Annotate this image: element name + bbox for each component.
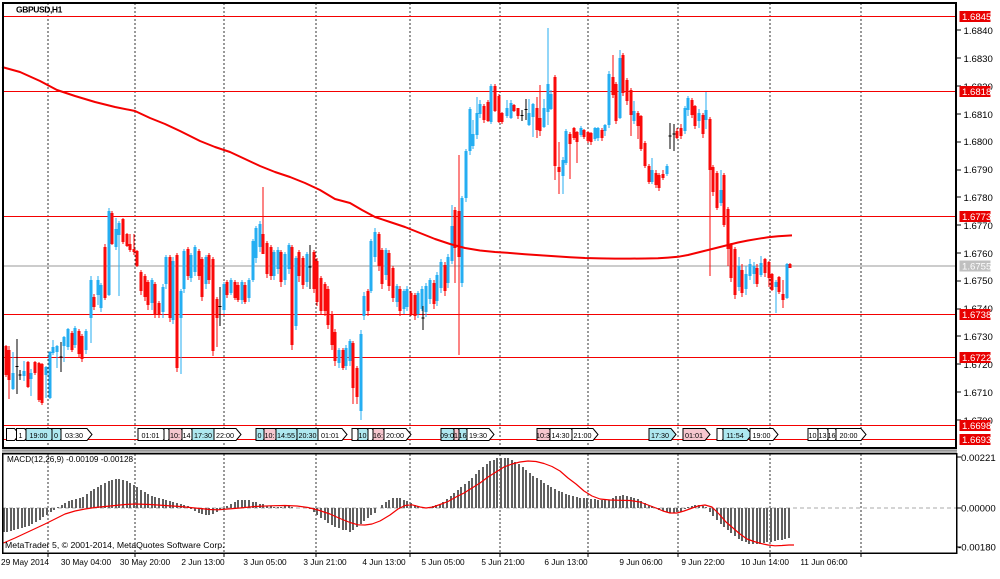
svg-text:17:30: 17:30 [194,431,212,440]
svg-text:1.6818: 1.6818 [962,87,991,98]
svg-text:10: 10 [359,431,367,440]
svg-text:1.6810: 1.6810 [964,110,993,121]
svg-text:1.6722: 1.6722 [962,353,991,364]
svg-text:10:: 10: [170,431,180,440]
svg-text:01:01: 01:01 [321,431,339,440]
svg-text:1.6790: 1.6790 [964,165,993,176]
svg-text:0: 0 [54,431,58,440]
svg-text:13: 13 [819,431,827,440]
svg-text:30 May 20:00: 30 May 20:00 [120,557,171,567]
svg-text:1.6845: 1.6845 [962,12,991,23]
svg-text:1.6770: 1.6770 [964,221,993,232]
svg-text:2 Jun 13:00: 2 Jun 13:00 [181,557,225,567]
svg-text:21:00: 21:00 [574,431,592,440]
svg-text:9 Jun 06:00: 9 Jun 06:00 [619,557,663,567]
svg-text:1.6693: 1.6693 [962,435,991,446]
svg-text:20:00: 20:00 [840,431,858,440]
svg-text:GBPUSD,H1: GBPUSD,H1 [16,5,63,15]
svg-text:19:00: 19:00 [30,431,48,440]
svg-text:10 Jun 14:00: 10 Jun 14:00 [741,557,789,567]
svg-text:10:3: 10:3 [536,431,550,440]
svg-text:19:00: 19:00 [753,431,771,440]
svg-text:1.6698: 1.6698 [962,421,991,432]
svg-text:3 Jun 21:00: 3 Jun 21:00 [303,557,347,567]
svg-text:16: 16 [828,431,836,440]
svg-text:17:30: 17:30 [651,431,669,440]
svg-text:0.00221: 0.00221 [961,453,996,464]
svg-text:1.6755: 1.6755 [962,262,991,273]
svg-text:6 Jun 13:00: 6 Jun 13:00 [544,557,588,567]
svg-text:16:: 16: [373,431,383,440]
svg-text:MACD(12,26,9) -0.00109 -0.0012: MACD(12,26,9) -0.00109 -0.00128 [7,455,134,464]
svg-text:1.6780: 1.6780 [964,193,993,204]
svg-text:1: 1 [454,431,458,440]
svg-text:9 Jun 22:00: 9 Jun 22:00 [681,557,725,567]
svg-text:0.00000: 0.00000 [961,504,996,515]
svg-text:MetaTrader 5, © 2001-2014, Met: MetaTrader 5, © 2001-2014, MetaQuotes So… [5,540,225,550]
svg-text:1.6738: 1.6738 [962,310,991,321]
svg-text:1.6720: 1.6720 [964,360,993,371]
svg-text:5 Jun 21:00: 5 Jun 21:00 [481,557,525,567]
svg-text:11:54: 11:54 [726,431,743,440]
svg-text:03:30: 03:30 [65,431,83,440]
svg-text:14:55: 14:55 [277,431,295,440]
svg-text:1.6773: 1.6773 [962,212,991,223]
svg-text:10:: 10: [265,431,275,440]
svg-text:20:30: 20:30 [299,431,317,440]
svg-text:09:0: 09:0 [440,431,454,440]
svg-text:11 Jun 06:00: 11 Jun 06:00 [800,557,848,567]
svg-text:14: 14 [183,431,191,440]
svg-text:0: 0 [258,431,262,440]
svg-text:16: 16 [459,431,467,440]
svg-text:4 Jun 13:00: 4 Jun 13:00 [362,557,406,567]
svg-text:5 Jun 05:00: 5 Jun 05:00 [421,557,465,567]
svg-text:14:30: 14:30 [552,431,570,440]
svg-text:19:30: 19:30 [469,431,487,440]
svg-text:1.6800: 1.6800 [964,137,993,148]
svg-text:1.6760: 1.6760 [964,249,993,260]
svg-text:01:01: 01:01 [685,431,703,440]
svg-text:22:00: 22:00 [216,431,234,440]
svg-text:1: 1 [19,431,23,440]
svg-text:1.6840: 1.6840 [964,26,993,37]
svg-text:01:01: 01:01 [142,431,160,440]
svg-text:1.6830: 1.6830 [964,54,993,65]
svg-text:10: 10 [809,431,817,440]
svg-text:30 May 04:00: 30 May 04:00 [61,557,112,567]
svg-text:1.6710: 1.6710 [964,388,993,399]
svg-text:20:00: 20:00 [386,431,404,440]
svg-text:29 May 2014: 29 May 2014 [1,557,49,567]
svg-text:-0.00180: -0.00180 [958,543,996,554]
svg-text:3 Jun 05:00: 3 Jun 05:00 [243,557,287,567]
svg-text:1.6730: 1.6730 [964,332,993,343]
svg-text:1.6750: 1.6750 [964,276,993,287]
